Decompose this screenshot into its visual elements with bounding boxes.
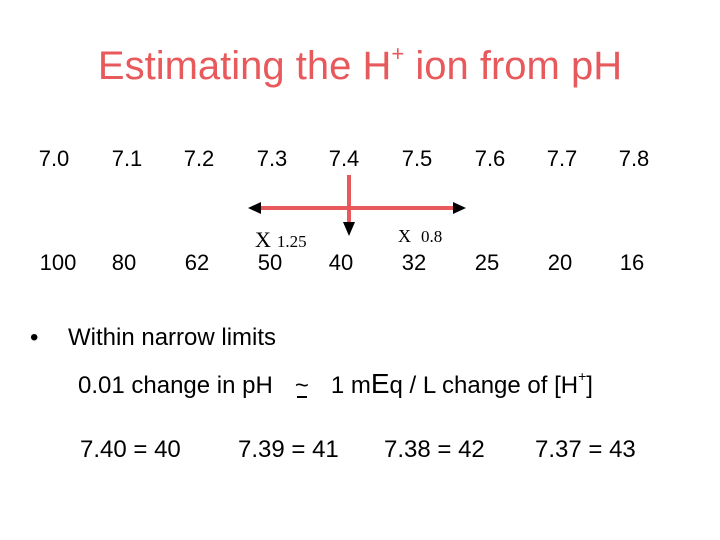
ph-value: 7.7 bbox=[546, 146, 578, 171]
title-superscript: + bbox=[391, 41, 405, 66]
ph-value: 7.8 bbox=[618, 146, 650, 171]
example-value: 7.39 = 41 bbox=[238, 436, 339, 463]
ph-value: 7.6 bbox=[474, 146, 506, 171]
h-ion-value: 50 bbox=[257, 250, 283, 275]
example-value: 7.38 = 42 bbox=[384, 436, 485, 463]
down-arrowhead bbox=[343, 222, 355, 236]
h-ion-value: 100 bbox=[39, 250, 77, 275]
slide-title: Estimating the H+ ion from pH bbox=[97, 41, 623, 89]
h-ion-value: 32 bbox=[401, 250, 427, 275]
left-arrowhead bbox=[248, 202, 261, 214]
h-ion-value: 80 bbox=[111, 250, 137, 275]
ph-value: 7.3 bbox=[256, 146, 288, 171]
ph-value: 7.4 bbox=[328, 146, 360, 171]
approx-symbol: ~ bbox=[294, 372, 309, 399]
factor-right-label: X 0.8 bbox=[398, 226, 443, 246]
bullet-text: Within narrow limits bbox=[68, 324, 277, 351]
factor-left-label: X 1.25 bbox=[255, 227, 307, 252]
rule-statement: 0.01 change in pH ~1 mEq / L change of [H… bbox=[78, 368, 593, 399]
h-ion-value: 40 bbox=[328, 250, 354, 275]
example-value: 7.40 = 40 bbox=[80, 436, 181, 463]
ph-value: 7.1 bbox=[111, 146, 143, 171]
h-ion-value: 20 bbox=[547, 250, 573, 275]
example-value: 7.37 = 43 bbox=[535, 436, 636, 463]
bullet-symbol: • bbox=[30, 324, 39, 351]
ph-value: 7.5 bbox=[401, 146, 433, 171]
ph-value: 7.2 bbox=[183, 146, 215, 171]
right-arrowhead bbox=[453, 202, 466, 214]
h-ion-value: 16 bbox=[619, 250, 645, 275]
h-ion-value: 62 bbox=[184, 250, 210, 275]
bullet-point: • Within narrow limits bbox=[30, 324, 276, 352]
ph-value: 7.0 bbox=[38, 146, 70, 171]
h-ion-value: 25 bbox=[474, 250, 500, 275]
